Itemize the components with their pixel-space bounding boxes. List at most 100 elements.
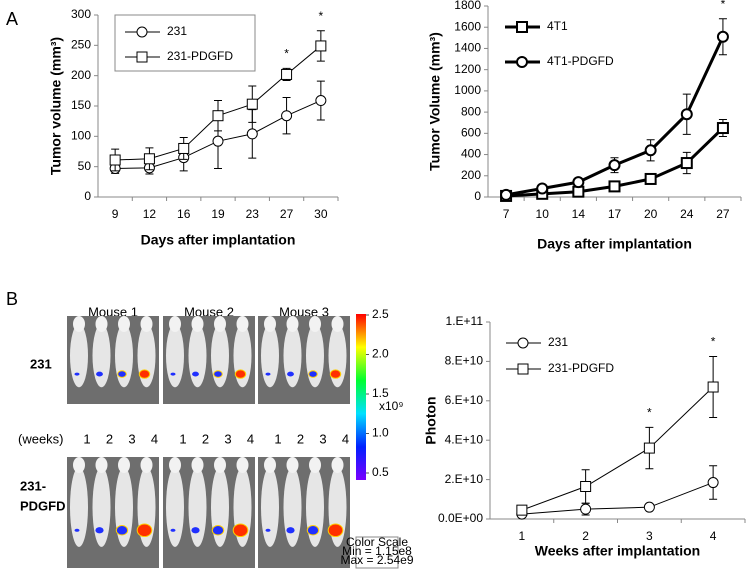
mouse <box>188 323 207 388</box>
marker <box>716 122 729 135</box>
y-tick-label: 300 <box>71 7 91 21</box>
x-tick-label: 30 <box>314 207 328 221</box>
mouse-head <box>95 457 108 473</box>
marker <box>572 185 585 198</box>
x-axis-label: Days after implantation <box>537 236 692 252</box>
mouse <box>261 466 279 547</box>
mouse-head <box>140 316 153 332</box>
signal <box>191 527 200 534</box>
y-tick-label: 100 <box>71 129 91 143</box>
mouse-head <box>309 457 321 473</box>
panel-label: A <box>6 9 18 29</box>
marker <box>315 95 327 107</box>
mouse-label: Mouse 2 <box>184 304 234 319</box>
mouse-head <box>169 316 181 332</box>
y-tick-label: 200 <box>71 68 91 82</box>
week-label: 2 <box>202 431 209 446</box>
y-axis-label: Tumor Volume (mm³) <box>427 32 443 171</box>
mouse-head <box>331 316 344 332</box>
x-tick-label: 7 <box>503 207 510 221</box>
signal <box>117 370 127 378</box>
colorbar-tick: 2.5 <box>372 307 389 321</box>
week-label: 4 <box>151 431 158 446</box>
mouse <box>115 323 133 388</box>
x-tick-label: 9 <box>112 207 119 221</box>
signal <box>308 370 318 378</box>
mouse-head <box>286 457 299 473</box>
week-label: 4 <box>247 431 254 446</box>
x-tick-label: 17 <box>608 207 622 221</box>
marker <box>212 110 224 122</box>
mouse-head <box>191 316 204 332</box>
mouse <box>92 466 111 547</box>
y-axis-label: Photon <box>423 396 439 444</box>
week-label: 4 <box>342 431 349 446</box>
color-scale-box <box>355 536 399 569</box>
marker <box>536 182 549 195</box>
marker <box>178 142 190 154</box>
series-line <box>521 386 714 511</box>
signal <box>329 369 342 379</box>
legend-box <box>114 14 256 72</box>
colorbar-tick: 2.0 <box>372 347 389 361</box>
signal <box>136 523 153 538</box>
y-tick-label: 800 <box>461 104 481 118</box>
x-tick-label: 1 <box>519 529 526 543</box>
y-tick-label: 1200 <box>454 62 481 76</box>
marker <box>644 172 657 185</box>
mouse-head <box>118 316 130 332</box>
mouse <box>70 323 88 388</box>
week-label: 1 <box>83 431 90 446</box>
series-line <box>521 482 714 515</box>
legend-label: 4T1 <box>547 19 568 33</box>
marker <box>572 176 585 189</box>
week-label: 3 <box>319 431 326 446</box>
mouse <box>70 466 88 547</box>
x-tick-label: 27 <box>280 207 294 221</box>
signal <box>232 523 249 538</box>
mouse-head <box>169 457 181 473</box>
marker <box>716 30 729 43</box>
marker <box>246 98 258 110</box>
y-tick-label: 1400 <box>454 41 481 55</box>
y-tick-label: 200 <box>461 168 481 182</box>
y-tick-label: 0 <box>474 189 481 203</box>
row-label: 231 <box>30 356 52 371</box>
marker <box>109 154 121 166</box>
color-scale-text: Min = 1.15e8 <box>342 544 412 558</box>
marker <box>707 381 719 393</box>
mouse-head <box>191 457 204 473</box>
y-tick-label: 6.E+10 <box>445 393 484 407</box>
marker <box>212 135 224 147</box>
signal <box>170 528 176 532</box>
row-label: PDGFD <box>20 498 66 513</box>
x-tick-label: 4 <box>710 529 717 543</box>
week-label: 2 <box>106 431 113 446</box>
panel-label: B <box>6 289 18 309</box>
signal <box>287 371 294 377</box>
mouse-head <box>140 457 153 473</box>
mouse-label: Mouse 1 <box>88 304 138 319</box>
marker <box>707 477 719 489</box>
marker <box>281 110 293 122</box>
y-tick-label: 400 <box>461 147 481 161</box>
marker <box>246 128 258 140</box>
y-tick-label: 2.E+10 <box>445 472 484 486</box>
marker <box>608 159 621 172</box>
legend-label: 231-PDGFD <box>167 49 233 63</box>
y-tick-label: 1000 <box>454 83 481 97</box>
mouse <box>188 466 207 547</box>
annotation: * <box>319 9 324 23</box>
signal <box>265 372 271 376</box>
x-tick-label: 27 <box>716 207 730 221</box>
signal <box>115 525 129 536</box>
marker <box>644 144 657 157</box>
marker <box>500 188 513 201</box>
signal <box>211 525 225 536</box>
color-scale-text: Max = 2.54e9 <box>340 553 413 567</box>
signal <box>213 370 223 378</box>
legend-label: 231 <box>548 335 568 349</box>
signal <box>74 372 80 376</box>
marker <box>580 503 592 515</box>
